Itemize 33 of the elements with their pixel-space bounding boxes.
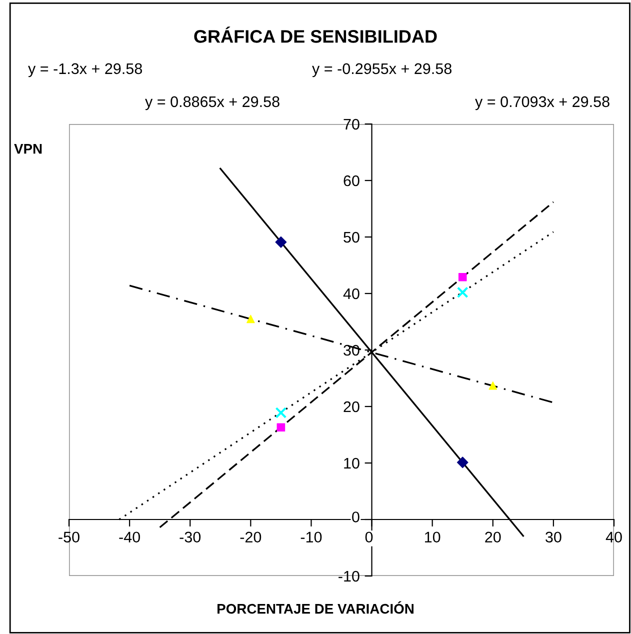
x-axis-title: PORCENTAJE DE VARIACIÓN: [218, 601, 414, 614]
text: y = 0.7093x + 29.58: [475, 96, 610, 110]
x-tick-label: 20: [485, 532, 501, 543]
y-tick-label: 10: [344, 458, 360, 469]
x-tick-label: -10: [300, 532, 322, 543]
point: [488, 381, 498, 390]
y-tick-label: 20: [344, 401, 360, 412]
y-tick-label: 40: [343, 288, 360, 300]
y-tick-label: 0: [352, 512, 360, 522]
text: y = -1.3x + 29.58: [28, 63, 142, 78]
x-tick-label: -40: [119, 532, 140, 543]
point: [456, 456, 468, 468]
y-axis-title: VPN: [14, 144, 42, 154]
point: [456, 286, 468, 298]
x-tick-label: -20: [240, 532, 262, 543]
y-tick-label: 50: [344, 232, 360, 243]
x-tick-label: 30: [546, 532, 562, 543]
point: [458, 272, 467, 282]
chart-title: GRÁFICA DE SENSIBILIDAD: [194, 26, 437, 43]
y-tick-label: 60: [344, 175, 360, 186]
point: [246, 314, 255, 324]
text: y = 0.8865x + 29.58: [145, 96, 280, 110]
x-tick-label: 0: [365, 532, 373, 543]
point: [275, 236, 287, 248]
y-tick-label: 70: [344, 118, 360, 130]
point: [275, 407, 287, 418]
x-tick-label: 10: [425, 532, 440, 543]
point: [276, 423, 286, 432]
x-tick-label: -50: [58, 532, 80, 543]
text: y = -0.2955x + 29.58: [312, 63, 452, 78]
y-tick-label: -10: [338, 570, 360, 582]
x-tick-label: 40: [606, 532, 622, 543]
x-tick-label: -30: [180, 532, 201, 543]
